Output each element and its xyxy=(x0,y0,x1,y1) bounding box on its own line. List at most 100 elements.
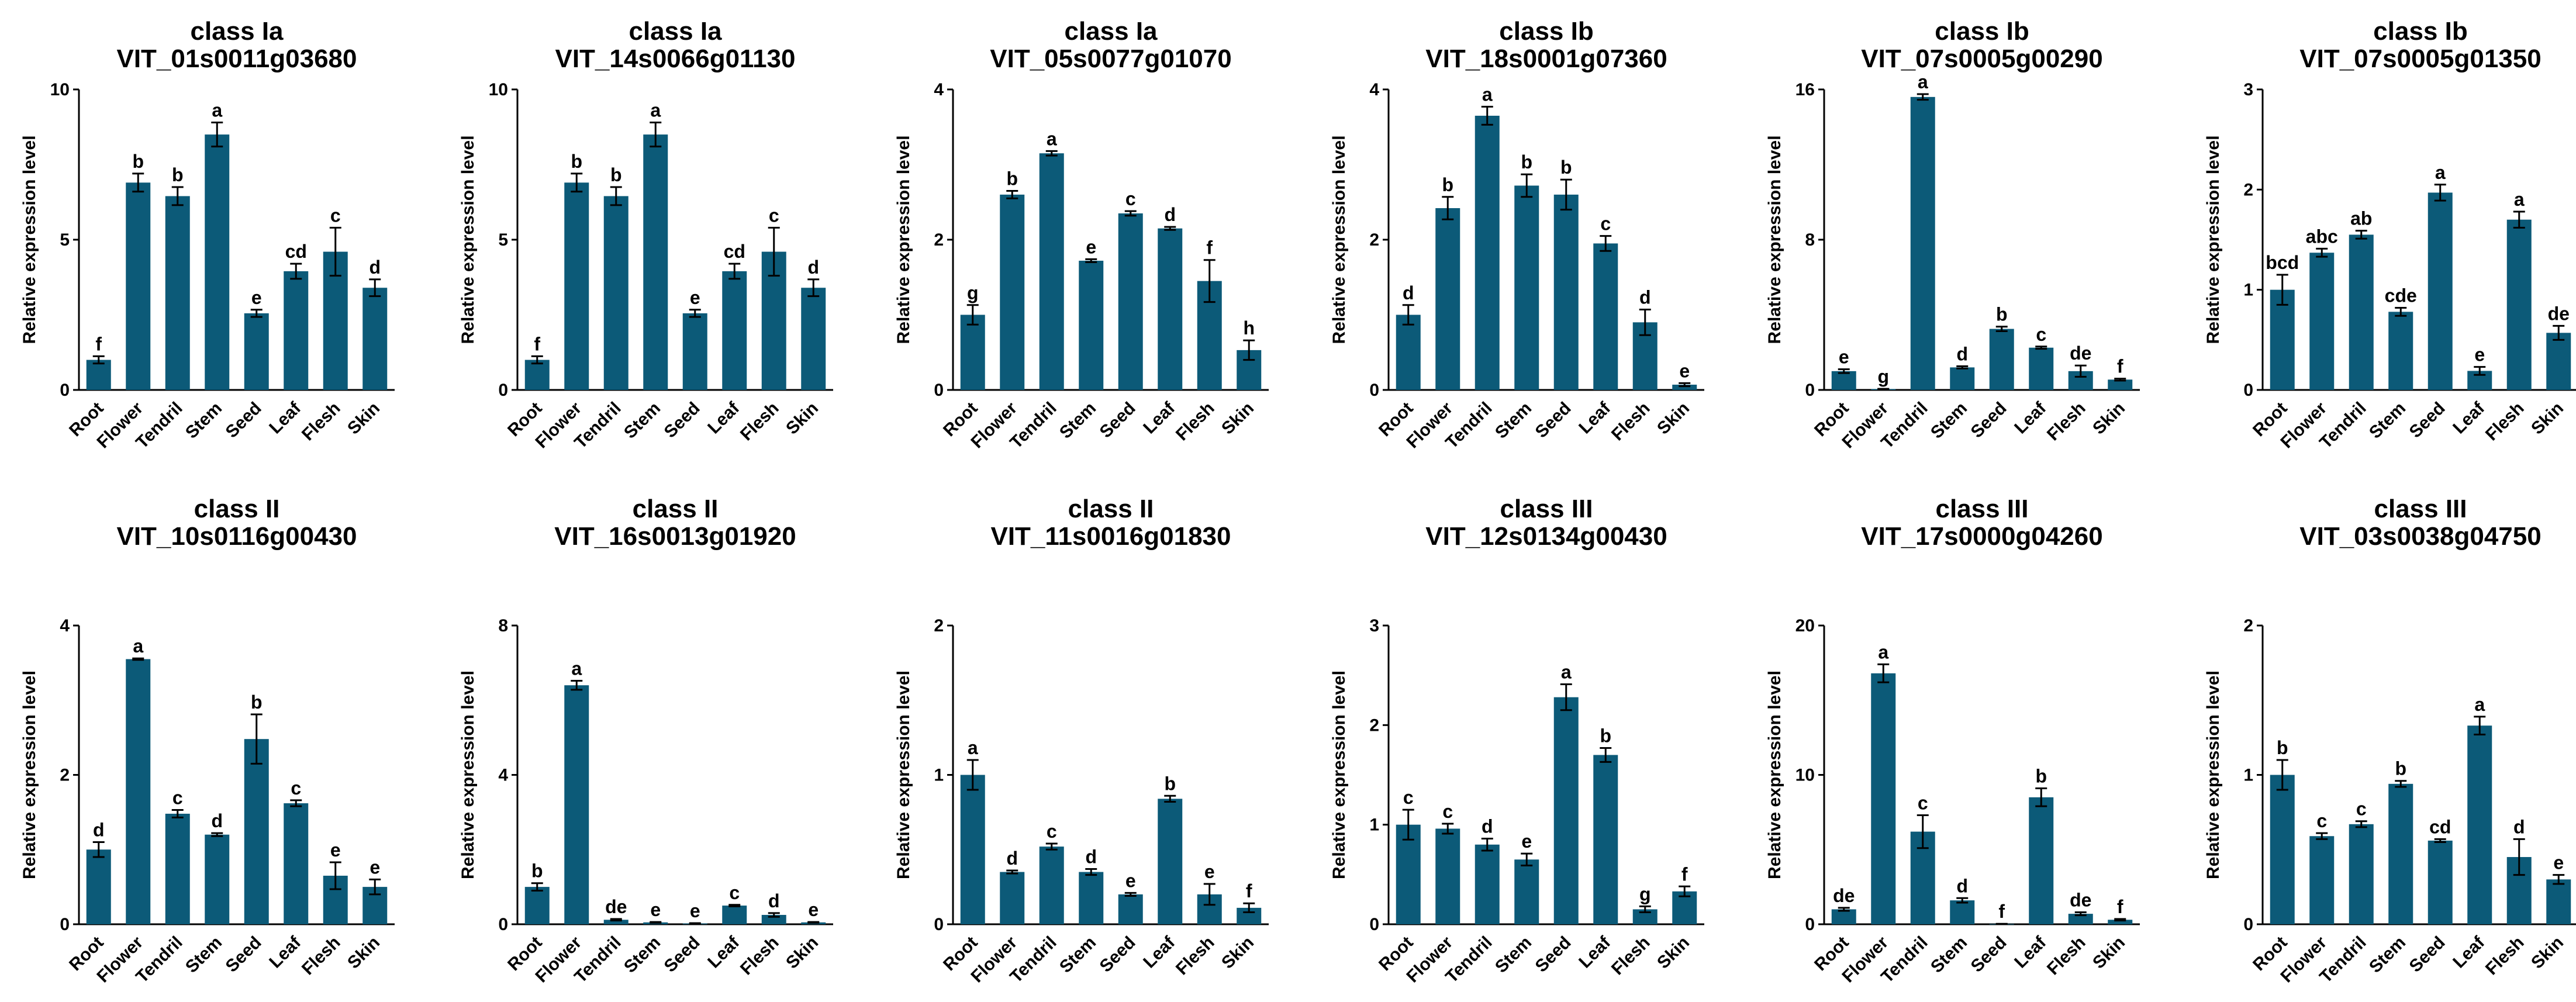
y-tick-label: 4 xyxy=(498,766,508,785)
significance-letter: a xyxy=(571,658,582,679)
chart-class-title: class III xyxy=(1500,495,1593,523)
chart-gene-title: VIT_03s0038g04750 xyxy=(2299,522,2541,551)
category-label: Skin xyxy=(344,399,384,438)
significance-letter: b xyxy=(1521,151,1532,172)
y-tick-label: 1 xyxy=(2243,766,2253,785)
category-label: Flesh xyxy=(298,399,344,445)
bar xyxy=(643,134,668,390)
bar xyxy=(86,849,111,924)
bar xyxy=(165,196,190,390)
category-label: Flesh xyxy=(2043,933,2090,979)
bar xyxy=(2309,836,2335,924)
significance-letter: f xyxy=(1246,880,1252,901)
y-axis-label: Relative expression level xyxy=(1330,136,1349,344)
bar xyxy=(1158,228,1183,390)
bar xyxy=(603,920,629,924)
significance-letter: b xyxy=(172,164,184,185)
significance-letter: ab xyxy=(2350,208,2372,229)
significance-letter: c xyxy=(2036,324,2046,345)
y-tick-label: 0 xyxy=(1805,381,1815,400)
significance-letter: h xyxy=(1243,317,1255,338)
chart-gene-title: VIT_11s0016g01830 xyxy=(990,522,1231,551)
chart-gene-title: VIT_14s0066g01130 xyxy=(555,44,795,73)
significance-letter: d xyxy=(1482,816,1493,837)
y-tick-label: 2 xyxy=(2243,180,2253,199)
category-label: Skin xyxy=(1653,399,1693,438)
bar xyxy=(1079,260,1104,390)
y-tick-label: 1 xyxy=(934,766,944,785)
bar xyxy=(1910,96,1935,390)
significance-letter: e xyxy=(370,856,380,877)
significance-letter: a xyxy=(212,100,222,121)
chart-class-title: class III xyxy=(2374,495,2467,523)
y-axis-label: Relative expression level xyxy=(894,671,913,879)
y-tick-label: 5 xyxy=(498,230,508,250)
significance-letter: de xyxy=(2070,343,2091,364)
chart-class-title: class Ib xyxy=(1499,17,1593,46)
bar xyxy=(1553,697,1579,924)
bar xyxy=(1514,859,1539,924)
bar xyxy=(1118,894,1143,924)
significance-letter: g xyxy=(967,282,979,303)
bar xyxy=(284,803,309,924)
bar xyxy=(960,775,985,924)
bar xyxy=(1039,153,1064,390)
category-label: Skin xyxy=(2089,933,2129,973)
significance-letter: c xyxy=(729,882,740,903)
bar xyxy=(244,739,269,924)
category-label: Seed xyxy=(2406,399,2449,442)
significance-letter: d xyxy=(1956,344,1968,365)
significance-letter: d xyxy=(369,257,381,278)
bar xyxy=(564,685,589,924)
significance-letter: d xyxy=(2513,816,2525,837)
category-label: Skin xyxy=(2527,933,2567,973)
category-label: Seed xyxy=(1967,399,2011,442)
category-label: Flesh xyxy=(737,399,783,445)
significance-letter: f xyxy=(2117,356,2123,377)
y-tick-label: 4 xyxy=(934,80,944,99)
significance-letter: e xyxy=(1839,347,1849,368)
chart-gene-title: VIT_07s0005g01350 xyxy=(2299,44,2541,73)
significance-letter: de xyxy=(2070,890,2091,911)
significance-letter: c xyxy=(769,205,779,226)
bar xyxy=(2467,725,2492,924)
y-tick-label: 10 xyxy=(489,80,508,99)
bar xyxy=(1553,194,1579,390)
category-label: Flesh xyxy=(1608,399,1654,445)
category-label: Seed xyxy=(222,933,265,976)
significance-letter: f xyxy=(1998,901,2005,922)
bar xyxy=(1593,755,1618,924)
bar xyxy=(126,182,151,390)
category-label: Flesh xyxy=(2043,399,2090,445)
y-axis-label: Relative expression level xyxy=(2204,136,2223,344)
significance-letter: c xyxy=(1047,821,1057,842)
category-label: Flesh xyxy=(2482,399,2528,445)
significance-letter: d xyxy=(1956,875,1968,896)
bar xyxy=(1000,872,1025,924)
significance-letter: f xyxy=(1206,237,1213,258)
bar xyxy=(1950,367,1975,390)
y-tick-label: 1 xyxy=(2243,281,2253,300)
y-axis-label: Relative expression level xyxy=(1330,671,1349,879)
significance-letter: e xyxy=(2553,852,2564,873)
bar xyxy=(2427,192,2453,390)
significance-letter: b xyxy=(2035,765,2047,786)
y-axis-label: Relative expression level xyxy=(20,671,39,879)
significance-letter: e xyxy=(690,287,700,308)
significance-letter: c xyxy=(1918,792,1928,813)
chart-gene-title: VIT_05s0077g01070 xyxy=(990,44,1231,73)
category-label: Skin xyxy=(2089,399,2129,438)
significance-letter: b xyxy=(1560,157,1572,178)
significance-letter: b xyxy=(1996,304,2008,325)
y-axis-label: Relative expression level xyxy=(1765,136,1784,344)
significance-letter: b xyxy=(1600,725,1611,747)
significance-letter: e xyxy=(690,900,700,921)
bar xyxy=(1672,385,1697,390)
bar xyxy=(165,813,190,924)
significance-letter: a xyxy=(1482,84,1493,105)
category-label: Stem xyxy=(182,399,226,443)
bar xyxy=(1079,872,1104,924)
